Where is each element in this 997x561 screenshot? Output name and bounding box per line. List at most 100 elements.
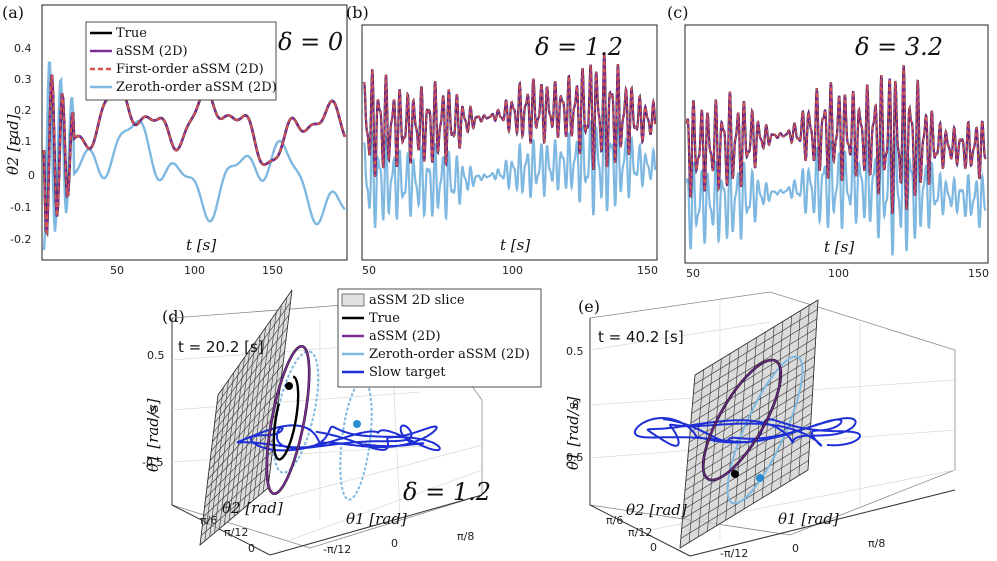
d-xlabel: θ1 [rad]: [346, 510, 407, 528]
a-ytick-7: -0.2: [10, 233, 31, 246]
a-zeroth-line: [42, 61, 346, 251]
d-legend-zeroth: Zeroth-order aSSM (2D): [369, 347, 530, 362]
d-true-marker: [285, 382, 293, 390]
e-xtick-3: π/8: [868, 537, 885, 550]
d-legend-true: True: [369, 311, 400, 326]
a-ylabel: θ2 [rad]: [4, 114, 22, 175]
e-ztick-3: 0.5: [566, 451, 584, 464]
d-ytick-1: π/6: [200, 514, 217, 527]
e-assm-orbit: [702, 359, 782, 481]
c-xlabel: t [s]: [824, 238, 854, 256]
panel-c-series: [685, 65, 987, 256]
e-slice-v4: [691, 337, 816, 414]
d-slice-v0: [217, 289, 293, 396]
panel-a-yticks: 0.4 0.3 0.2 0.1 0 -0.1 -0.2: [10, 42, 35, 246]
e-gridline-0: [589, 321, 771, 351]
d-slice-v16: [199, 487, 269, 546]
a-ytick-3: 0.2: [14, 104, 32, 117]
d-ztick-1: 0.5: [147, 349, 165, 362]
a-xtick-3: 150: [262, 264, 283, 277]
a-first-line: [43, 74, 346, 236]
e-slice-v5: [690, 346, 816, 424]
e-slice-v14: [683, 431, 811, 510]
d-slice-v7: [209, 376, 282, 461]
d-slice-v13: [203, 450, 273, 518]
e-time-label: t = 40.2 [s]: [598, 328, 684, 346]
a-xlabel: t [s]: [186, 236, 216, 254]
e-slice-v16: [681, 450, 810, 530]
a-legend-assm: aSSM (2D): [116, 44, 188, 59]
e-zeroth-marker: [756, 474, 764, 482]
b-zeroth-line: [362, 108, 657, 228]
e-slice-v10: [686, 394, 813, 472]
c-xtick-3: 150: [968, 267, 989, 280]
c-zeroth-line: [685, 120, 987, 256]
d-slice-v6: [211, 364, 284, 452]
a-legend-zeroth: Zeroth-order aSSM (2D): [116, 80, 277, 95]
d-xtick-2: 0: [391, 537, 398, 550]
a-xtick-2: 100: [184, 264, 205, 277]
panel-d-legend: aSSM 2D slice True aSSM (2D) Zeroth-orde…: [337, 288, 542, 388]
c-first-line: [686, 65, 987, 214]
d-slice-v5: [212, 351, 285, 443]
panel-a-series: [42, 61, 347, 251]
d-delta-annotation: δ = 1.2: [403, 478, 491, 506]
d-slice-v1: [216, 302, 291, 405]
d-slice-v4: [213, 339, 287, 433]
d-slice-v15: [200, 475, 270, 536]
d-trajectories: [236, 345, 441, 501]
d-zlabel: θ̇1 [rad/s]: [144, 398, 162, 472]
e-ztick-2: 0: [572, 398, 579, 411]
a-ytick-5: 0: [28, 169, 35, 182]
e-slice-v6: [689, 356, 815, 433]
panel-a-plot: 0.4 0.3 0.2 0.1 0 -0.1 -0.2 50 100 150 t…: [4, 4, 348, 277]
e-trajectories: [633, 355, 861, 505]
d-assm-orbit: [265, 345, 311, 495]
b-xtick-2: 100: [502, 264, 523, 277]
panel-a-legend: True aSSM (2D) First-order aSSM (2D) Zer…: [85, 21, 277, 101]
d-zeroth-orbit-2: [339, 379, 373, 501]
panel-b-plot: 50 100 150 t [s] δ = 1.2: [361, 24, 658, 277]
e-slice-v13: [684, 422, 811, 501]
panel-c-plot: 50 100 150 t [s] δ = 3.2: [684, 24, 989, 280]
e-slice-v1: [694, 309, 818, 385]
d-y-axis: [171, 504, 271, 556]
a-ytick-6: -0.1: [10, 201, 31, 214]
a-ytick-2: 0.3: [14, 73, 32, 86]
b-xtick-1: 50: [362, 264, 376, 277]
panel-e-label: (e): [578, 297, 600, 316]
d-slice-v11: [205, 425, 276, 499]
e-ytick-2: π/12: [628, 526, 652, 539]
d-legend-assm: aSSM (2D): [369, 329, 441, 344]
e-zlabel: θ̇1 [rad/s]: [564, 396, 582, 470]
d-ytick-3: 0: [248, 542, 255, 555]
e-slice-v3: [692, 328, 817, 405]
c-xtick-1: 50: [686, 267, 700, 280]
d-slice-v2: [215, 314, 290, 414]
d-zeroth-orbit: [272, 350, 320, 474]
d-slice-v10: [206, 413, 278, 489]
e-ytick-3: 0: [650, 541, 657, 554]
e-slice-v7: [689, 365, 815, 443]
e-x-axis: [689, 489, 956, 557]
e-slice-v15: [682, 441, 810, 520]
d-x-axis: [269, 494, 483, 556]
panel-a-label: (a): [2, 3, 24, 22]
d-zeroth-marker: [353, 420, 361, 428]
panel-d-plot: t = 20.2 [s] 0.5 0 -0.5 θ̇1 [rad/s] π/6 …: [142, 288, 542, 556]
d-slow-target: [236, 424, 441, 452]
d-assm-slice: [199, 289, 293, 546]
a-xtick-1: 50: [110, 264, 124, 277]
d-true-inner: [272, 375, 300, 461]
a-legend-first: First-order aSSM (2D): [116, 62, 264, 77]
e-ytick-1: π/6: [606, 514, 623, 527]
e-true-marker: [731, 470, 739, 478]
b-xtick-3: 150: [637, 264, 658, 277]
d-legend-slice-swatch: [341, 293, 365, 307]
d-legend-slice: aSSM 2D slice: [369, 293, 465, 308]
panel-b-series: [362, 52, 657, 228]
d-legend-slow: Slow target: [369, 365, 446, 380]
a-ytick-1: 0.4: [14, 42, 32, 55]
d-xtick-3: π/8: [457, 530, 474, 543]
e-zeroth-orbit: [726, 355, 804, 505]
